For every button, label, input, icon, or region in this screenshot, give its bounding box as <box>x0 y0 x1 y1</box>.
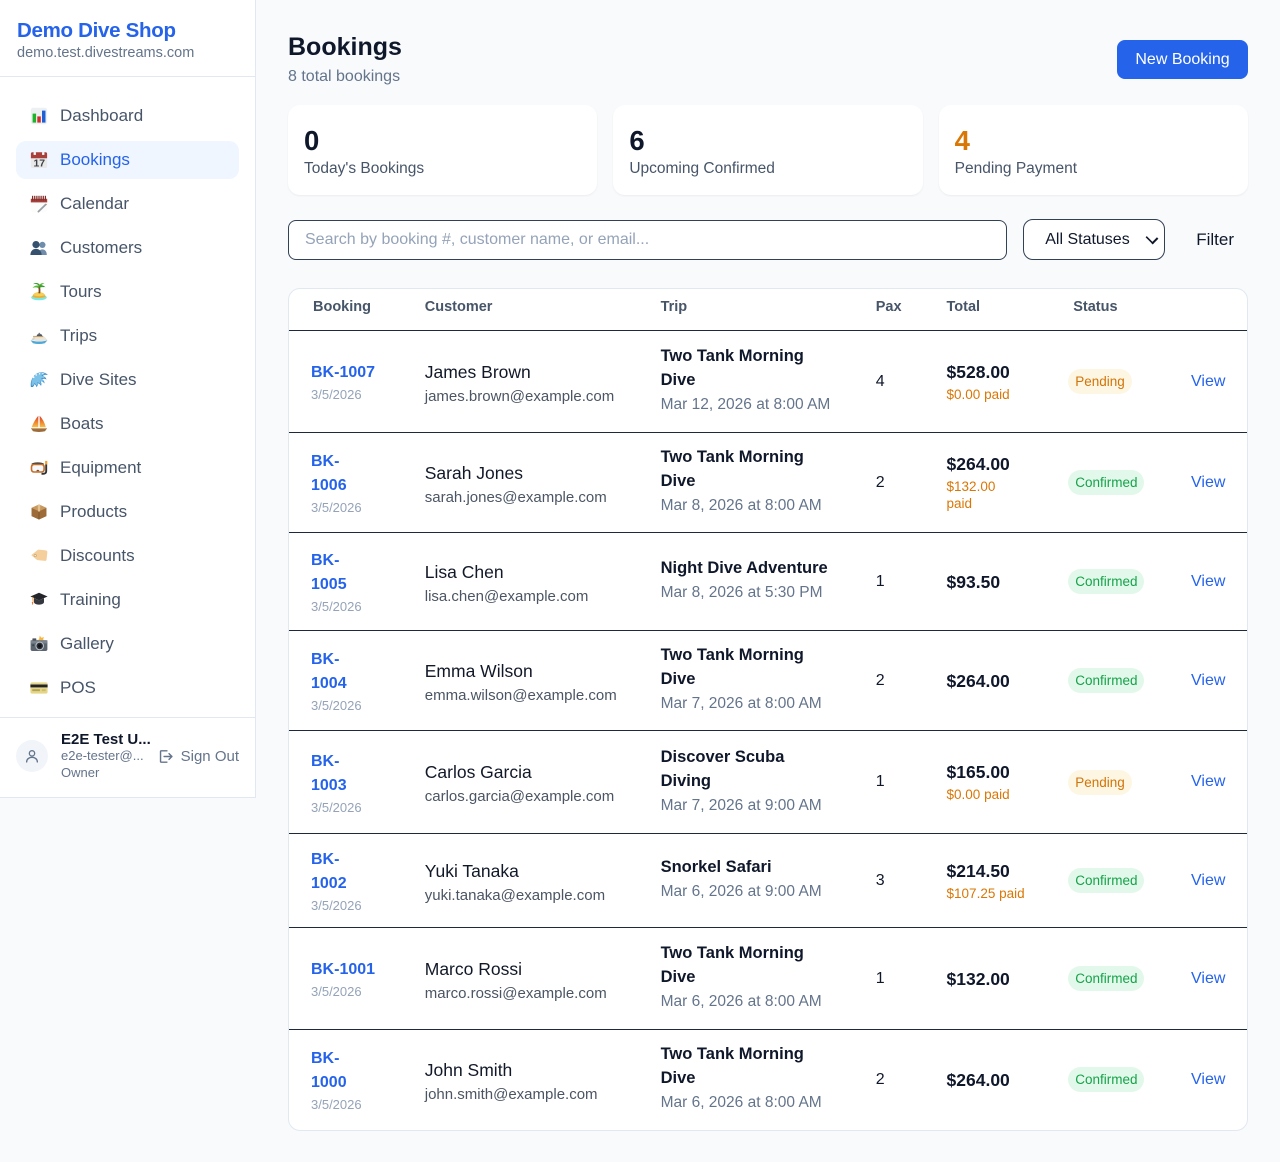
svg-text:17: 17 <box>34 158 46 169</box>
